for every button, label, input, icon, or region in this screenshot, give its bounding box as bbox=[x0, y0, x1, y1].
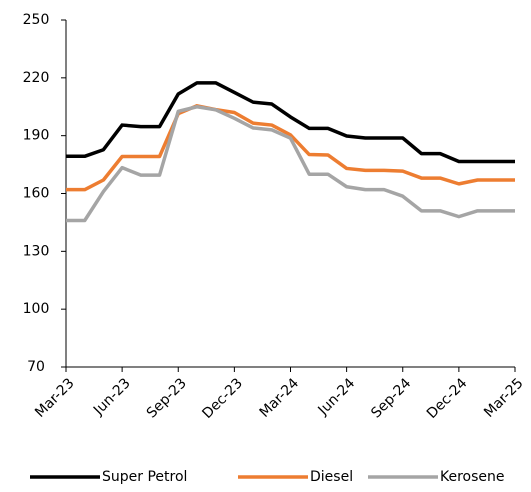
y-tick-label: 130 bbox=[23, 243, 50, 259]
x-tick-label: Dec-24 bbox=[424, 375, 471, 422]
y-tick-label: 190 bbox=[23, 128, 50, 144]
x-tick-label: Mar-24 bbox=[257, 375, 303, 421]
x-tick-label: Dec-23 bbox=[199, 375, 246, 422]
y-tick-label: 70 bbox=[27, 359, 45, 375]
y-tick-label: 100 bbox=[23, 301, 50, 317]
y-tick-label: 160 bbox=[23, 186, 50, 202]
x-tick-label: Mar-25 bbox=[481, 375, 527, 421]
y-tick-label: 220 bbox=[23, 70, 50, 86]
legend-label: Diesel bbox=[310, 469, 353, 485]
x-tick-label: Sep-24 bbox=[368, 375, 414, 421]
legend-label: Kerosene bbox=[440, 469, 505, 485]
x-tick-label: Jun-23 bbox=[90, 375, 134, 419]
x-tick-label: Jun-24 bbox=[315, 375, 359, 419]
x-tick-label: Mar-23 bbox=[32, 375, 78, 421]
series-line bbox=[66, 104, 515, 192]
legend-label: Super Petrol bbox=[102, 469, 187, 485]
series-line bbox=[66, 105, 515, 223]
y-tick-label: 250 bbox=[23, 12, 50, 28]
series-line bbox=[66, 81, 515, 164]
x-tick-label: Sep-23 bbox=[144, 375, 190, 421]
